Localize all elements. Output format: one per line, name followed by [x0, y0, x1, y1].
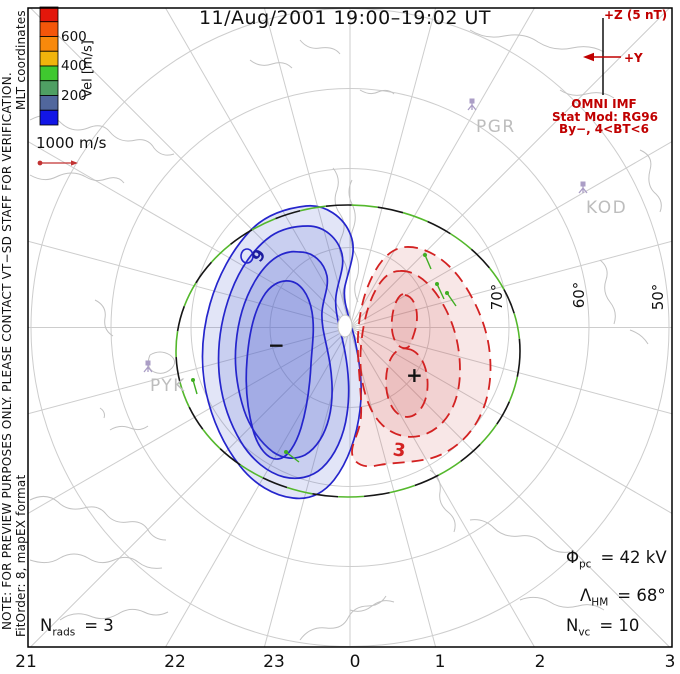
- preview-note: NOTE: FOR PREVIEW PURPOSES ONLY. PLEASE …: [0, 72, 14, 630]
- mlt-tick-3: 3: [664, 652, 676, 672]
- imf-source-label: OMNI IMF: [571, 97, 637, 111]
- mlt-tick-22: 22: [164, 652, 186, 672]
- nrads-subscript: rads: [52, 626, 76, 639]
- potential-contours: [201, 205, 492, 500]
- reference-vector-label: 1000 m/s: [36, 134, 107, 152]
- colorbar-tick-600: 600: [61, 29, 87, 45]
- lambda-symbol: Λ: [580, 586, 592, 605]
- n-velocity-vectors: Nvc = 10: [566, 616, 639, 638]
- n-radars: Nrads = 3: [40, 616, 114, 638]
- mlt-tick-0: 0: [349, 652, 361, 672]
- mlt-tick-21: 21: [15, 652, 37, 672]
- lat-label-70: 70°: [488, 283, 506, 311]
- hm-boundary: [175, 204, 521, 498]
- colorbar-tick-400: 400: [61, 58, 87, 74]
- hm-boundary-latitude: ΛHM = 68°: [580, 586, 666, 608]
- lambda-subscript: HM: [591, 596, 609, 609]
- plot-title: 11/Aug/2001 19:00–19:02 UT: [198, 7, 492, 29]
- imf-stat-model-label: Stat Mod: RG96: [552, 110, 658, 124]
- nvc-symbol: N: [566, 616, 579, 635]
- cross-polar-cap-potential: Φpc = 42 kV: [566, 548, 667, 570]
- coordinate-system-label: MLT coordinates: [14, 10, 28, 110]
- lambda-value: = 68°: [617, 586, 666, 605]
- nrads-symbol: N: [40, 616, 53, 635]
- negative-extremum-marker: −: [268, 333, 285, 357]
- nrads-value: = 3: [84, 616, 114, 635]
- station-label-kod: KOD: [586, 198, 628, 218]
- phi-subscript: pc: [579, 558, 592, 571]
- velocity-colorbar: [39, 6, 59, 126]
- phi-value: = 42 kV: [600, 548, 667, 567]
- fit-order-label: FitOrder: 8, mapEX format: [14, 474, 28, 637]
- phi-symbol: Φ: [566, 548, 579, 567]
- lat-label-60: 60°: [570, 281, 588, 309]
- mlt-tick-2: 2: [534, 652, 546, 672]
- map-frame: [27, 7, 673, 648]
- velocity-vectors: [191, 253, 457, 463]
- radar-station-icon-pyk: [143, 359, 153, 373]
- reference-vector-arrow: [37, 160, 78, 166]
- imf-by-bt-label: By−, 4<BT<6: [559, 122, 649, 136]
- station-label-pyk: PYK: [150, 376, 186, 396]
- nvc-subscript: vc: [578, 626, 591, 639]
- coastlines: [29, 29, 662, 641]
- imf-y-axis-label: +Y: [624, 51, 643, 65]
- lat-label-50: 50°: [649, 283, 667, 311]
- positive-extremum-marker: +: [406, 363, 423, 387]
- colorbar-tick-200: 200: [61, 88, 87, 104]
- mlt-tick-1: 1: [434, 652, 446, 672]
- radar-station-icon-kod: [578, 180, 588, 194]
- mlt-tick-23: 23: [263, 652, 285, 672]
- colorbar-unit-label: Vel [m/s]: [80, 40, 96, 98]
- imf-clock-dial: [583, 18, 621, 95]
- station-label-pgr: PGR: [476, 117, 516, 137]
- pole-marker: [240, 248, 353, 338]
- radar-station-icon-pgr: [467, 97, 477, 111]
- nvc-value: = 10: [599, 616, 640, 635]
- imf-z-axis-label: +Z (5 nT): [604, 8, 668, 22]
